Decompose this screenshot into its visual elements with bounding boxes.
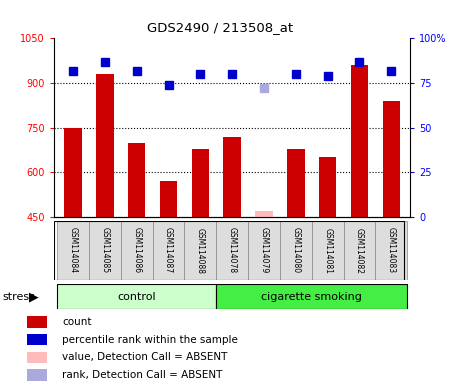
Bar: [160, 181, 177, 217]
Bar: [343, 221, 375, 280]
Bar: [287, 149, 304, 217]
Bar: [27, 316, 47, 328]
Text: GDS2490 / 213508_at: GDS2490 / 213508_at: [147, 21, 294, 34]
Bar: [27, 369, 47, 381]
Text: GSM114081: GSM114081: [323, 228, 332, 273]
Text: GSM114078: GSM114078: [227, 227, 237, 274]
Text: stress: stress: [2, 291, 35, 302]
Text: GSM114087: GSM114087: [164, 227, 173, 274]
Bar: [312, 221, 343, 280]
Text: GSM114084: GSM114084: [68, 227, 77, 274]
Bar: [152, 221, 184, 280]
Bar: [216, 221, 248, 280]
Text: GSM114082: GSM114082: [355, 228, 364, 273]
Bar: [184, 221, 216, 280]
Text: GSM114083: GSM114083: [387, 227, 396, 274]
Bar: [89, 221, 121, 280]
Bar: [64, 127, 82, 217]
Text: rank, Detection Call = ABSENT: rank, Detection Call = ABSENT: [62, 370, 222, 380]
Bar: [248, 221, 280, 280]
Text: count: count: [62, 317, 91, 327]
Text: value, Detection Call = ABSENT: value, Detection Call = ABSENT: [62, 353, 227, 362]
Bar: [383, 101, 400, 217]
Text: GSM114085: GSM114085: [100, 227, 109, 274]
Bar: [223, 137, 241, 217]
Bar: [280, 221, 312, 280]
Bar: [375, 221, 407, 280]
Text: GSM114088: GSM114088: [196, 228, 205, 273]
Bar: [351, 65, 368, 217]
Bar: [57, 284, 216, 309]
Bar: [319, 157, 336, 217]
Text: GSM114080: GSM114080: [291, 227, 300, 274]
Text: control: control: [117, 291, 156, 302]
Bar: [128, 142, 145, 217]
Text: GSM114079: GSM114079: [259, 227, 268, 274]
Bar: [96, 74, 113, 217]
Bar: [255, 211, 273, 217]
Bar: [121, 221, 152, 280]
Text: ▶: ▶: [29, 290, 38, 303]
Bar: [57, 221, 89, 280]
Bar: [216, 284, 407, 309]
Bar: [27, 334, 47, 345]
Text: percentile rank within the sample: percentile rank within the sample: [62, 334, 238, 344]
Text: GSM114086: GSM114086: [132, 227, 141, 274]
Text: cigarette smoking: cigarette smoking: [261, 291, 362, 302]
Bar: [191, 149, 209, 217]
Bar: [27, 352, 47, 363]
